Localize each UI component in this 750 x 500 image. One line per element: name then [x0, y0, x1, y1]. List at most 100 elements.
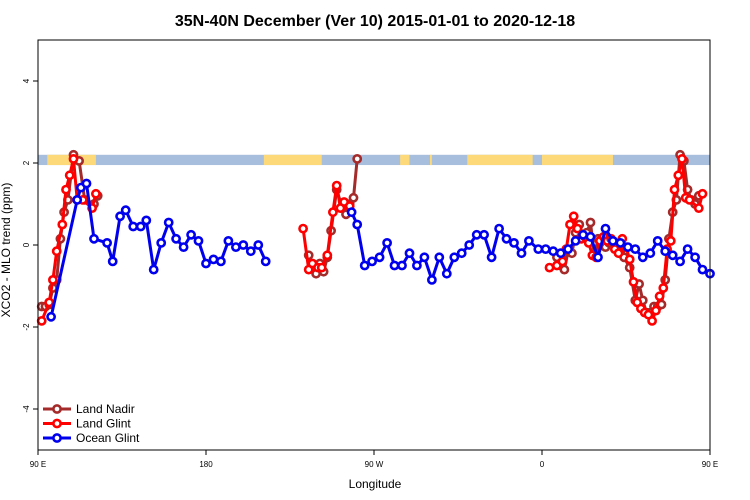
data-point-1-2-34: [677, 153, 687, 164]
data-point-2-1-11: [426, 274, 437, 285]
data-point-0-1-11: [348, 192, 359, 203]
data-point-2-1-13: [441, 268, 452, 279]
data-point-2-0-25: [245, 246, 256, 257]
data-point-2-0-10: [135, 221, 146, 232]
data-point-2-1-14: [449, 252, 460, 263]
data-point-0-2-9: [585, 217, 596, 228]
data-point-2-1-8: [404, 248, 415, 259]
data-point-2-1-29: [563, 244, 573, 254]
legend-item-0: Land Nadir: [43, 402, 135, 416]
data-point-2-1-39: [637, 252, 648, 263]
data-point-1-2-6: [572, 223, 583, 234]
data-point-2-1-6: [389, 260, 400, 271]
data-point-1-0-5: [61, 184, 71, 195]
data-point-2-1-24: [524, 235, 534, 246]
x-axis-label: Longitude: [349, 477, 402, 491]
data-point-2-1-23: [516, 248, 527, 259]
data-point-1-0-7: [68, 153, 79, 164]
data-point-2-1-34: [600, 223, 611, 234]
data-point-1-2-21: [628, 276, 639, 287]
data-point-2-0-12: [148, 264, 159, 275]
land-strip-segment-5: [542, 154, 613, 166]
chart-title: 35N-40N December (Ver 10) 2015-01-01 to …: [175, 13, 575, 30]
y-tick-label-1: -2: [22, 323, 31, 331]
data-point-2-1-1: [352, 219, 363, 230]
series-1: [36, 153, 708, 326]
legend-marker-1: [52, 418, 62, 429]
data-point-2-1-40: [645, 248, 656, 259]
legend-label-0: Land Nadir: [76, 402, 135, 416]
legend-item-2: Ocean Glint: [43, 431, 140, 445]
data-point-2-0-7: [115, 211, 125, 222]
data-point-2-0-17: [186, 229, 196, 240]
data-point-2-0-24: [238, 240, 249, 250]
data-point-0-1-12: [352, 153, 363, 164]
data-point-2-1-33: [593, 252, 603, 263]
data-point-2-0-27: [260, 256, 271, 267]
data-point-2-1-38: [630, 244, 641, 254]
y-tick-label-3: 2: [22, 160, 31, 165]
series-line-2-1: [350, 211, 711, 282]
data-point-2-0-11: [141, 215, 152, 226]
data-point-1-2-31: [665, 235, 676, 246]
data-point-1-2-37: [693, 203, 704, 213]
ocean-strip: [38, 154, 710, 166]
data-point-2-1-27: [548, 246, 559, 257]
data-point-1-0-1: [44, 297, 55, 308]
data-point-2-0-14: [163, 217, 174, 228]
data-point-2-1-43: [667, 250, 678, 261]
data-point-2-0-1: [72, 194, 83, 205]
data-point-2-0-4: [89, 233, 99, 244]
legend-label-1: Land Glint: [76, 417, 131, 431]
data-point-1-1-5: [322, 250, 333, 261]
legend-marker-0: [52, 404, 62, 414]
data-point-2-1-5: [382, 237, 392, 248]
land-strip-segment-2: [400, 154, 410, 166]
data-point-2-1-22: [509, 237, 519, 248]
data-point-1-2-38: [697, 188, 708, 199]
data-point-1-1-7: [331, 180, 342, 191]
x-tick-label-2: 90 W: [365, 460, 384, 469]
data-point-2-0-26: [253, 240, 264, 250]
y-tick-label-4: 4: [22, 78, 31, 83]
data-point-2-1-36: [615, 237, 626, 248]
data-point-1-0-2: [48, 274, 58, 285]
data-point-1-1-0: [298, 223, 308, 234]
data-point-2-1-0: [346, 207, 357, 218]
data-point-1-0-11: [91, 188, 101, 199]
data-point-2-1-47: [697, 264, 708, 275]
data-point-1-2-4: [565, 219, 575, 230]
data-point-2-1-35: [608, 235, 618, 246]
data-point-2-0-18: [193, 235, 204, 246]
data-point-1-1-6: [327, 207, 338, 218]
data-point-2-1-28: [555, 248, 566, 259]
data-point-2-1-4: [374, 252, 385, 263]
data-point-2-1-16: [464, 240, 475, 250]
data-point-2-1-32: [585, 231, 596, 242]
data-point-1-1-4: [316, 262, 327, 273]
y-tick-label-2: 0: [22, 242, 31, 247]
data-point-2-1-26: [540, 244, 551, 254]
data-point-2-1-20: [494, 223, 504, 234]
data-point-2-0-5: [102, 237, 112, 248]
data-point-2-1-19: [486, 252, 497, 263]
data-point-2-1-31: [578, 229, 588, 240]
data-point-1-2-36: [684, 194, 695, 205]
axes: 90 E 180 90 W 0 90 E -4 -2 0 2 4: [22, 39, 718, 469]
data-point-1-2-2: [557, 256, 568, 267]
data-point-2-1-2: [359, 260, 370, 271]
x-tick-label-1: 180: [199, 460, 213, 469]
data-point-1-0-0: [36, 315, 47, 326]
land-ocean-strip: [38, 154, 710, 166]
data-point-2-1-44: [675, 256, 685, 267]
data-point-2-0-21: [215, 256, 226, 267]
data-point-2-1-10: [419, 252, 430, 263]
data-point-2-0-3: [81, 178, 92, 189]
data-point-2-1-30: [570, 235, 581, 246]
data-point-2-1-9: [411, 260, 422, 271]
data-point-2-1-12: [434, 252, 445, 263]
data-point-2-0-22: [223, 235, 234, 246]
